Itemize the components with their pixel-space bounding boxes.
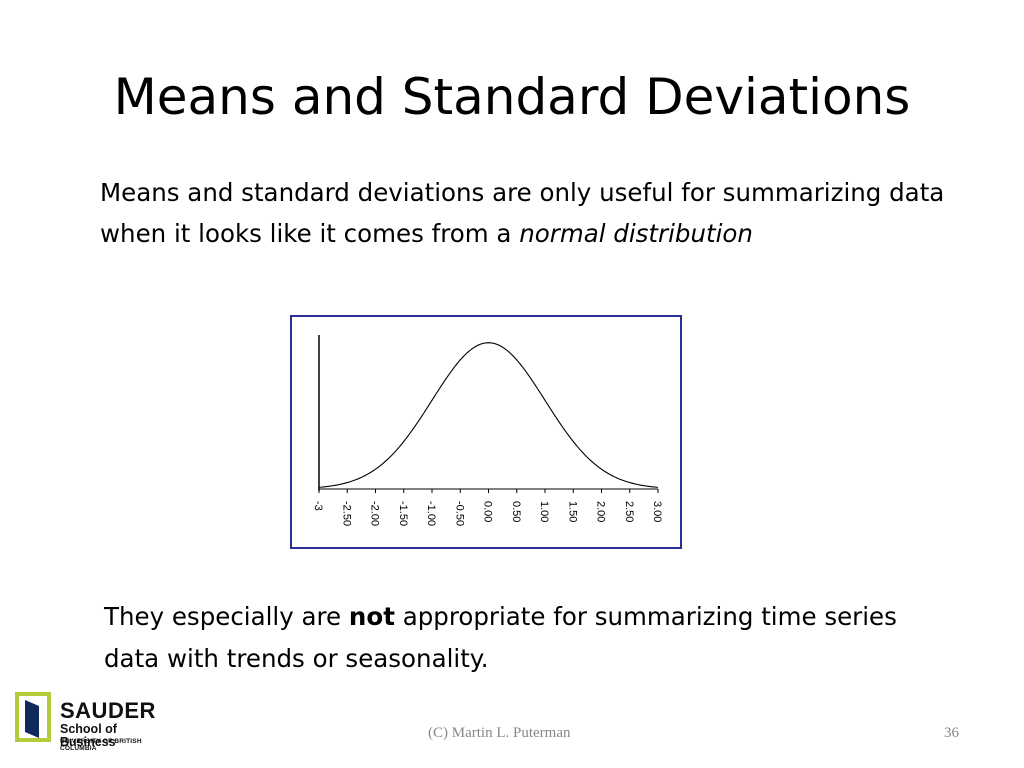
logo-school: School of Business [60,722,117,749]
x-tick-label: 3.00 [651,501,663,522]
x-tick-label: -3 [312,501,324,511]
normal-curve-chart: -3 -2.50 -2.00 -1.50 -1.00 -0.50 0.00 0.50 1.00 1… [290,315,682,549]
caveat-emphasis: not [348,602,395,631]
x-tick-label: -1.00 [425,501,437,526]
sauder-logo: SAUDER School of Business UNIVERSITY OF … [15,692,175,752]
caveat-text-before: They especially are [104,602,349,631]
logo-university: UNIVERSITY OF BRITISH COLUMBIA [60,738,142,752]
intro-paragraph: Means and standard deviations are only u… [100,172,950,254]
logo-name: SAUDER [60,698,156,723]
x-tick-label: -0.50 [453,501,465,526]
caveat-paragraph: They especially are not appropriate for … [104,596,954,680]
x-tick-label: 0.50 [510,501,522,522]
x-tick-label: -2.50 [340,501,352,526]
x-tick-label: 2.00 [595,501,607,522]
page-number: 36 [944,725,959,741]
x-tick-label: 0.00 [482,501,494,522]
footer-copyright: (C) Martin L. Puterman [428,725,571,741]
x-tick-label: 2.50 [623,501,635,522]
sauder-logo-mark-icon [15,692,51,742]
intro-emphasis: normal distribution [519,219,753,248]
x-tick-label: -2.00 [369,501,381,526]
chart-svg: -3 -2.50 -2.00 -1.50 -1.00 -0.50 0.00 0.50 1.00 1… [312,335,663,526]
slide-title: Means and Standard Deviations [113,68,911,126]
x-tick-label: 1.00 [538,501,550,522]
caveat-text-after: appropriate for summarizing time series … [104,602,897,673]
density-curve [318,342,659,488]
x-tick-label: -1.50 [397,501,409,526]
x-tick-label: 1.50 [566,501,578,522]
intro-text: Means and standard deviations are only u… [100,178,945,248]
